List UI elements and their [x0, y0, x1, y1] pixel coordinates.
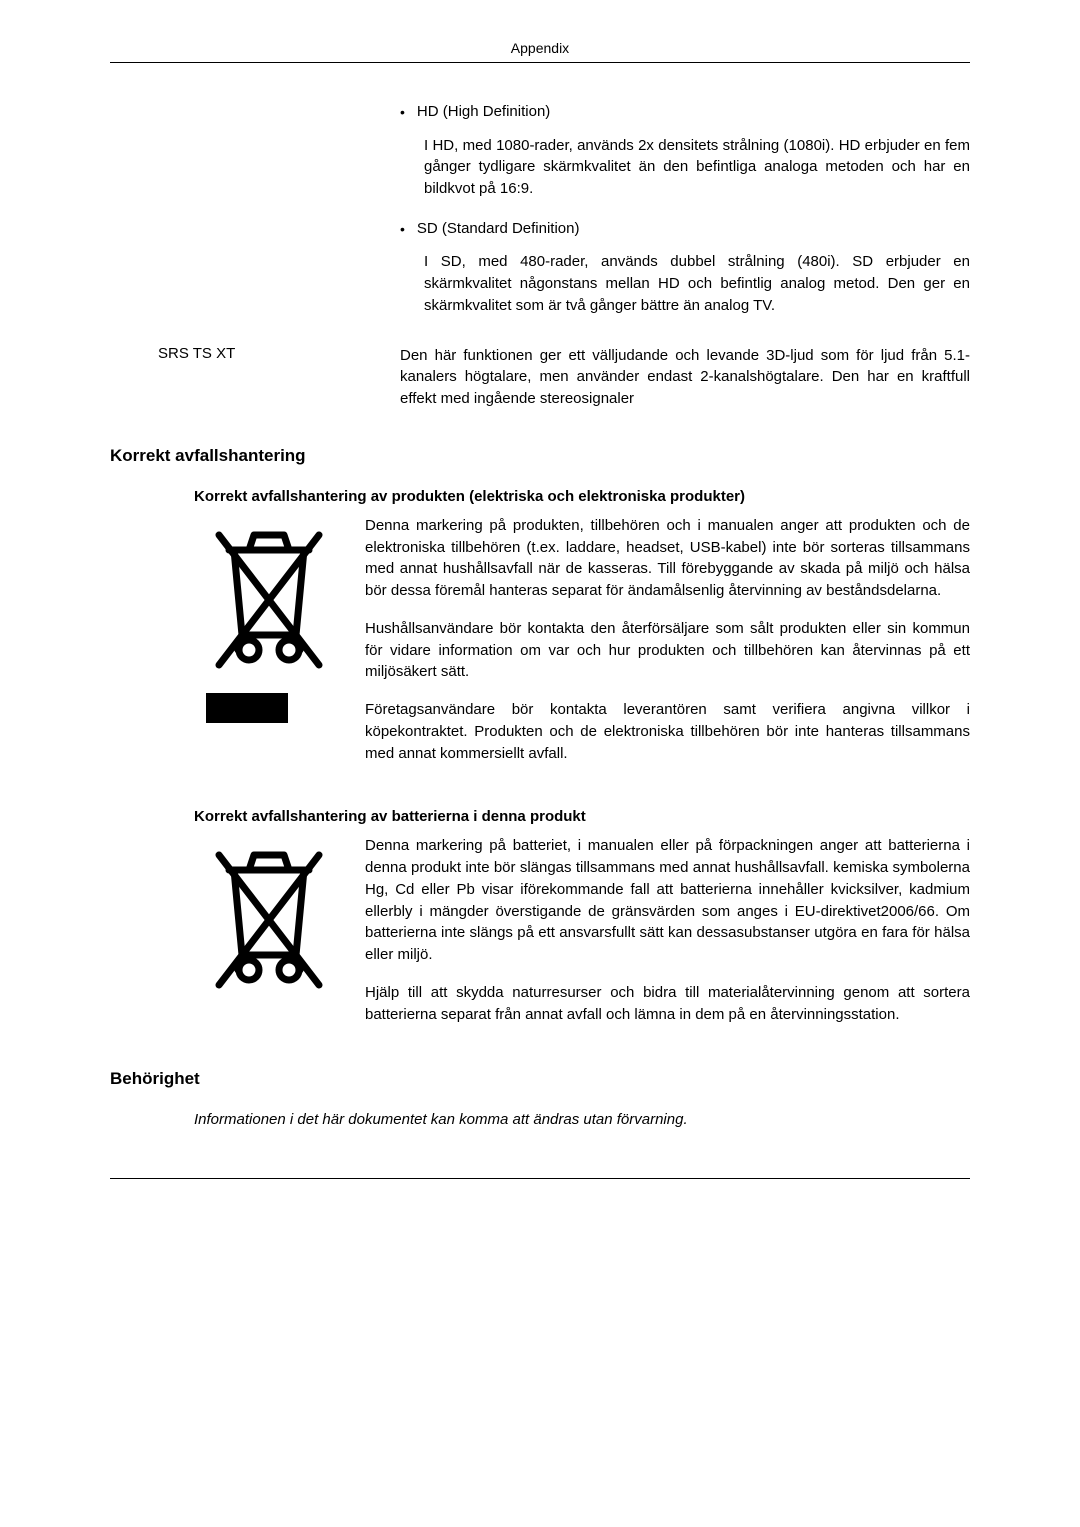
disposal-product-p3: Företagsanvändare bör kontakta leverantö…: [365, 699, 970, 764]
definition-hd-body: I HD, med 1080-rader, används 2x densite…: [424, 135, 970, 200]
bullet-icon: •: [400, 220, 405, 240]
disposal-product-text: Denna markering på produkten, tillbehöre…: [365, 515, 970, 781]
definition-hd-title: HD (High Definition): [417, 103, 550, 120]
page-header-title: Appendix: [110, 40, 970, 63]
waste-bin-icon-col: [194, 835, 349, 1041]
disposal-battery-p1: Denna markering på batteriet, i manualen…: [365, 835, 970, 966]
srs-row: SRS TS XT Den här funktionen ger ett väl…: [110, 345, 970, 410]
disposal-battery-subheading: Korrekt avfallshantering av batterierna …: [194, 808, 970, 825]
crossed-bin-icon: [194, 835, 344, 1000]
definition-list: • HD (High Definition) I HD, med 1080-ra…: [400, 103, 970, 317]
black-bar-icon: [206, 693, 288, 723]
disposal-battery-p2: Hjälp till att skydda naturresurser och …: [365, 982, 970, 1026]
srs-label: SRS TS XT: [110, 345, 400, 410]
disposal-battery-block: Denna markering på batteriet, i manualen…: [194, 835, 970, 1041]
disposal-product-p2: Hushållsanvändare bör kontakta den återf…: [365, 618, 970, 683]
disposal-product-block: Denna markering på produkten, tillbehöre…: [194, 515, 970, 781]
definition-hd: • HD (High Definition) I HD, med 1080-ra…: [400, 103, 970, 200]
definition-sd-body: I SD, med 480-rader, används dubbel strå…: [424, 251, 970, 316]
disposal-battery-text: Denna markering på batteriet, i manualen…: [365, 835, 970, 1041]
crossed-bin-icon: [194, 515, 344, 680]
definition-sd: • SD (Standard Definition) I SD, med 480…: [400, 220, 970, 317]
waste-bin-icon-col: [194, 515, 349, 781]
disposal-heading: Korrekt avfallshantering: [110, 446, 970, 466]
definition-sd-title: SD (Standard Definition): [417, 220, 580, 237]
authority-notice: Informationen i det här dokumentet kan k…: [194, 1111, 970, 1128]
disposal-product-p1: Denna markering på produkten, tillbehöre…: [365, 515, 970, 602]
disposal-product-subheading: Korrekt avfallshantering av produkten (e…: [194, 488, 970, 505]
bullet-icon: •: [400, 103, 405, 123]
srs-description: Den här funktionen ger ett välljudande o…: [400, 345, 970, 410]
bottom-rule: [110, 1178, 970, 1179]
authority-heading: Behörighet: [110, 1069, 970, 1089]
